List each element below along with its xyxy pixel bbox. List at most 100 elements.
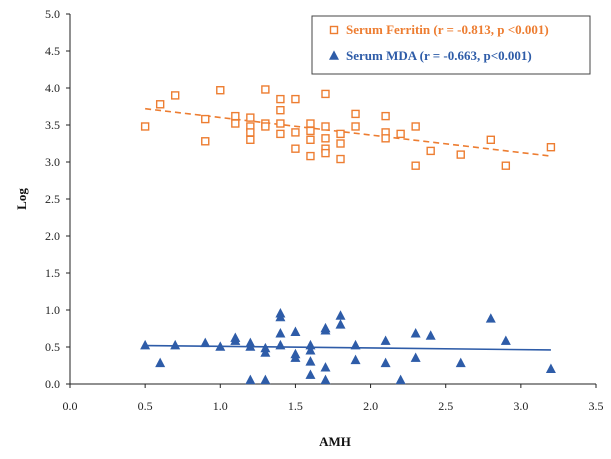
ferritin-point <box>140 122 150 131</box>
ferritin-point <box>261 122 270 131</box>
mda-point <box>380 357 391 368</box>
ferritin-point <box>456 150 465 159</box>
mda-point <box>200 337 211 348</box>
x-axis-title: AMH <box>319 434 351 449</box>
ferritin-point <box>276 129 285 139</box>
ferritin-point <box>246 113 255 122</box>
mda-point <box>305 356 316 366</box>
mda-point <box>335 319 346 329</box>
ferritin-point <box>486 135 495 145</box>
legend-mda-marker <box>329 50 339 60</box>
mda-point <box>170 339 181 350</box>
y-tick-label: 2.0 <box>45 229 60 243</box>
mda-point <box>275 311 286 322</box>
mda-point <box>350 354 361 365</box>
ferritin-point <box>291 144 300 153</box>
ferritin-point <box>246 128 255 137</box>
ferritin-point <box>321 89 330 99</box>
mda-point <box>350 339 361 350</box>
mda-point <box>290 352 301 362</box>
x-tick-label: 2.0 <box>363 399 378 413</box>
ferritin-point <box>381 134 390 143</box>
mda-point <box>335 310 346 320</box>
mda-point <box>245 374 256 385</box>
ferritin-point <box>351 122 360 131</box>
legend-box <box>311 15 591 75</box>
ferritin-point <box>351 109 360 119</box>
mda-point <box>290 326 301 336</box>
ferritin-point <box>246 135 255 145</box>
mda-point <box>155 357 166 368</box>
legend-ferritin-marker <box>329 25 339 35</box>
mda-point <box>410 352 421 362</box>
ferritin-point <box>501 161 511 170</box>
y-axis-title: Log <box>14 188 29 210</box>
ferritin-point <box>321 148 330 158</box>
ferritin-point <box>306 126 315 136</box>
ferritin-point <box>306 151 315 161</box>
ferritin-point <box>231 111 240 121</box>
ferritin-point <box>411 161 420 170</box>
y-tick-label: 2.5 <box>45 192 60 206</box>
ferritin-point <box>336 129 345 139</box>
ferritin-point <box>321 134 330 143</box>
y-tick-label: 0.0 <box>45 377 60 391</box>
mda-trendline <box>145 344 551 351</box>
x-tick-label: 1.5 <box>288 399 303 413</box>
ferritin-point <box>291 94 300 104</box>
mda-point <box>545 363 556 373</box>
x-tick-label: 1.0 <box>213 399 228 413</box>
y-tick-label: 4.0 <box>45 81 60 95</box>
ferritin-point <box>546 142 556 152</box>
ferritin-point <box>276 105 285 115</box>
legend-mda-label: Serum MDA (r = -0.663, p<0.001) <box>346 48 532 63</box>
y-tick-label: 0.5 <box>45 340 60 354</box>
mda-point <box>230 335 241 345</box>
legend-ferritin-label: Serum Ferritin (r = -0.813, p <0.001) <box>346 22 549 37</box>
mda-point <box>275 339 286 350</box>
x-tick-label: 3.5 <box>589 399 604 413</box>
y-tick-label: 1.5 <box>45 266 60 280</box>
ferritin-point <box>276 94 285 104</box>
x-tick-label: 3.0 <box>513 399 528 413</box>
x-tick-label: 0.0 <box>63 399 78 413</box>
ferritin-point <box>306 135 315 145</box>
ferritin-trendline <box>145 107 552 157</box>
mda-point <box>260 347 271 357</box>
ferritin-point <box>411 122 420 131</box>
mda-point <box>215 341 226 351</box>
mda-point <box>275 328 286 338</box>
ferritin-point <box>291 128 300 137</box>
mda-point <box>320 362 331 372</box>
mda-point <box>320 374 331 385</box>
ferritin-point <box>201 137 210 146</box>
mda-point <box>485 313 496 323</box>
mda-point <box>410 328 421 338</box>
ferritin-point <box>396 129 405 139</box>
x-tick-label: 2.5 <box>438 399 453 413</box>
y-tick-label: 1.0 <box>45 303 60 317</box>
y-tick-label: 4.5 <box>45 44 60 58</box>
mda-point <box>455 357 466 368</box>
mda-point <box>260 374 271 385</box>
ferritin-point <box>231 119 240 128</box>
y-tick-label: 5.0 <box>45 7 60 21</box>
x-tick-label: 0.5 <box>138 399 153 413</box>
mda-point <box>425 330 436 340</box>
mda-point <box>500 335 511 345</box>
y-tick-label: 3.0 <box>45 155 60 169</box>
ferritin-point <box>381 111 390 121</box>
ferritin-point <box>170 91 180 100</box>
mda-point <box>245 341 256 351</box>
ferritin-point <box>306 119 315 128</box>
mda-point <box>395 374 406 385</box>
mda-point <box>305 369 316 379</box>
y-tick-label: 3.5 <box>45 118 60 132</box>
mda-point <box>140 339 151 350</box>
ferritin-point <box>426 146 435 156</box>
ferritin-point <box>155 100 165 109</box>
ferritin-point <box>336 139 345 148</box>
mda-point <box>320 325 331 335</box>
